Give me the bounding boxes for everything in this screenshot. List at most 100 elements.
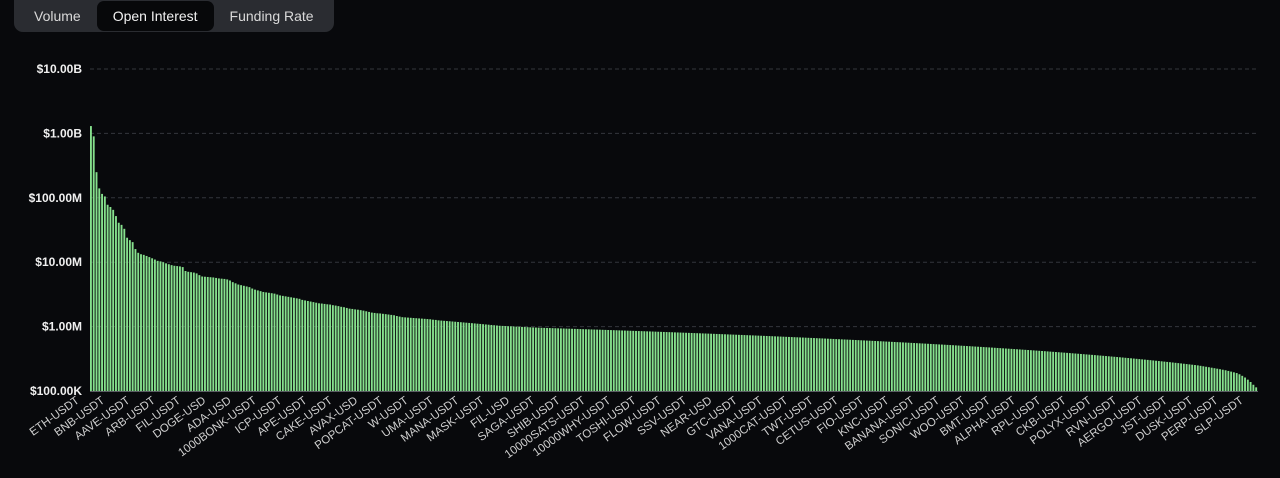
bar [573,328,576,391]
bar [1149,360,1152,391]
bar [768,336,771,391]
bar [946,344,949,391]
bar [437,320,440,391]
bar [860,340,863,391]
bar [543,327,546,391]
tab-funding-rate[interactable]: Funding Rate [229,8,314,24]
bar [562,328,565,391]
bar [715,333,718,391]
bar [265,292,268,391]
bar [1016,349,1018,391]
bar [529,327,532,391]
bar [276,294,279,391]
bar [968,346,971,391]
bar [776,336,779,391]
bar [301,299,304,391]
bar [949,345,952,391]
bar [148,257,151,391]
bar [1018,349,1021,391]
bar [851,339,854,391]
bar [229,280,231,391]
bar [1105,356,1107,391]
bar [131,242,134,391]
bar [835,339,838,391]
bar [515,326,518,391]
bar [117,222,120,391]
bar [1163,361,1166,391]
bar [1210,367,1213,391]
bar [676,332,679,391]
bar [145,255,148,391]
bar [579,329,582,391]
bar [1199,365,1202,391]
bar [532,327,535,391]
bar [1032,350,1035,391]
bar [846,339,849,391]
bar [954,345,957,391]
bar [612,330,615,391]
bar [960,345,963,391]
bar [971,346,974,391]
bar [404,317,407,391]
bar [223,278,226,391]
bar [757,335,760,391]
bar [1155,360,1157,391]
bar [999,348,1002,391]
bar [1196,365,1199,391]
bar [418,318,421,391]
bar [952,345,954,391]
bar [735,334,738,391]
bar [671,332,674,391]
bar [343,307,345,391]
bar [568,328,571,391]
bar [293,297,295,391]
bar [220,278,223,391]
bar [1135,358,1138,391]
bar [565,328,568,391]
bar [548,328,551,391]
bar [793,337,796,391]
bar [557,328,560,391]
bar [106,204,109,391]
bar [618,330,621,391]
bar [1182,363,1185,391]
bar [765,335,768,391]
tab-volume[interactable]: Volume [34,8,81,24]
bar [1049,351,1052,391]
bar [1166,361,1169,391]
bar [615,330,618,391]
bar [140,254,142,391]
bar [1060,352,1063,391]
bar [877,341,879,391]
bar [487,324,490,391]
bar [907,342,910,391]
bar [874,340,877,391]
bar [751,335,754,391]
y-axis-ticks: $10.00B $1.00B $100.00M $10.00M $1.00M $100.0… [29,62,83,398]
bar [1224,370,1227,391]
bar [173,265,176,391]
bar [103,196,106,391]
bar [1124,357,1127,391]
y-tick-label: $100.00K [30,384,82,398]
bar [309,301,312,391]
bar [1057,352,1060,391]
bar [893,341,896,391]
bar [623,330,626,391]
tab-open-interest[interactable]: Open Interest [96,1,214,31]
bar [348,308,351,391]
bar [1191,364,1194,391]
bar [701,333,704,391]
bar [913,343,916,391]
bar [1077,353,1080,391]
bar [390,314,393,391]
bar [187,271,190,391]
bar [829,338,832,391]
bar [1091,354,1094,391]
bar [95,172,98,391]
bar [838,339,840,391]
bar [256,290,259,391]
bar [865,340,868,391]
bar [679,332,682,391]
bar [215,277,218,391]
